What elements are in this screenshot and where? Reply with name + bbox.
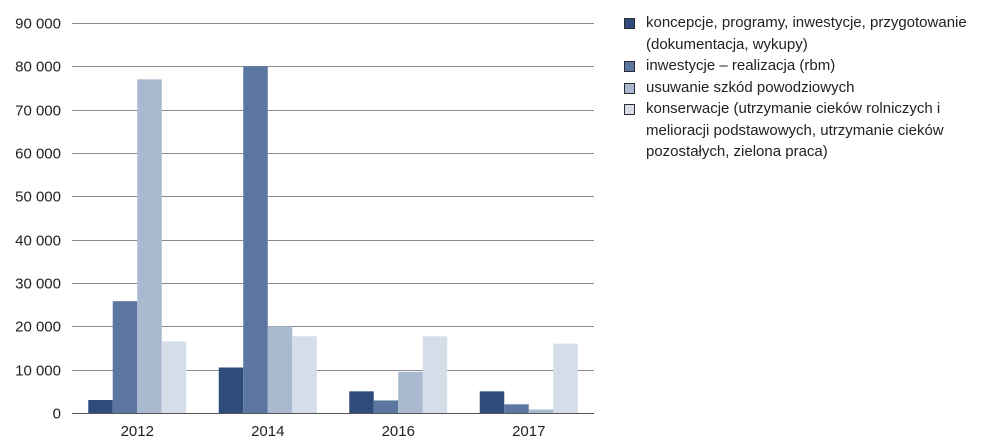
y-tick-label: 30 000 <box>15 276 61 293</box>
y-tick-label: 90 000 <box>15 16 61 33</box>
legend-label: konserwacje (utrzymanie cieków rolniczyc… <box>646 100 944 160</box>
y-axis: 0 10 000 20 000 30 000 40 000 50 000 60 000 70 … <box>15 16 61 423</box>
y-tick-label: 60 000 <box>15 146 61 163</box>
x-tick-label: 2016 <box>382 423 415 440</box>
legend-swatch <box>624 61 635 72</box>
bar <box>137 79 162 413</box>
legend-item-konserwacje: konserwacje (utrzymanie cieków rolniczyc… <box>624 98 984 163</box>
legend-swatch <box>624 18 635 29</box>
y-tick-label: 10 000 <box>15 363 61 380</box>
bar <box>504 404 529 413</box>
y-tick-label: 20 000 <box>15 319 61 336</box>
bar <box>243 66 268 413</box>
bar <box>373 400 399 413</box>
bar <box>422 336 448 413</box>
y-tick-label: 80 000 <box>15 59 61 76</box>
bar <box>398 371 423 413</box>
bar <box>553 343 578 413</box>
x-tick-label: 2014 <box>251 423 284 440</box>
bar <box>292 336 317 413</box>
bar <box>349 391 374 413</box>
bar <box>161 341 187 413</box>
legend: koncepcje, programy, inwestycje, przygot… <box>624 12 984 163</box>
y-tick-label: 50 000 <box>15 189 61 206</box>
bar <box>112 301 138 413</box>
y-tick-label: 0 <box>53 406 61 423</box>
bar-chart: 0 10 000 20 000 30 000 40 000 50 000 60 000 70 … <box>15 16 594 440</box>
legend-item-usuwanie-szkod: usuwanie szkód powodziowych <box>624 77 984 99</box>
x-tick-label: 2012 <box>121 423 154 440</box>
legend-label: koncepcje, programy, inwestycje, przygot… <box>646 14 967 53</box>
legend-swatch <box>624 104 635 115</box>
legend-label: inwestycje – realizacja (rbm) <box>646 57 836 74</box>
bar <box>88 400 113 413</box>
legend-item-koncepcje: koncepcje, programy, inwestycje, przygot… <box>624 12 984 55</box>
x-tick-label: 2017 <box>512 423 545 440</box>
y-tick-label: 40 000 <box>15 233 61 250</box>
bar <box>267 326 293 413</box>
legend-item-inwestycje-realizacja: inwestycje – realizacja (rbm) <box>624 55 984 77</box>
bar <box>218 367 244 413</box>
bars <box>88 66 578 413</box>
bar <box>479 391 505 413</box>
bar <box>528 409 554 413</box>
legend-label: usuwanie szkód powodziowych <box>646 78 855 96</box>
y-tick-label: 70 000 <box>15 103 61 120</box>
x-axis: 2012 2014 2016 2017 <box>121 423 546 440</box>
legend-swatch <box>624 82 635 94</box>
